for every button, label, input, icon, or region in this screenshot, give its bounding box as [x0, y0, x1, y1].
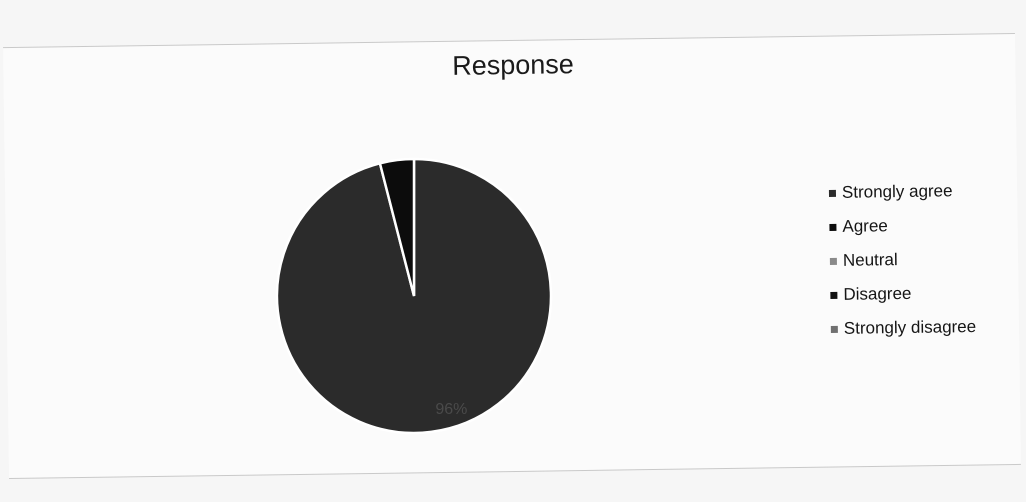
legend-swatch-disagree — [830, 291, 838, 299]
legend-item-strongly-disagree: Strongly disagree — [830, 316, 977, 339]
legend-item-neutral: Neutral — [829, 249, 976, 271]
legend-swatch-strongly-disagree — [830, 325, 838, 333]
legend-item-disagree: Disagree — [830, 283, 976, 305]
legend-swatch-neutral — [829, 257, 837, 265]
legend-label-strongly-agree: Strongly agree — [841, 181, 953, 202]
legend-label-neutral: Neutral — [842, 250, 898, 270]
legend-swatch-strongly-agree — [828, 189, 837, 197]
legend-item-agree: Agree — [829, 215, 975, 237]
legend-item-strongly-agree: Strongly agree — [828, 181, 975, 203]
pie-data-label-strongly-agree: 96% — [435, 401, 467, 418]
chart-legend: Strongly agree Agree Neutral Disagree Strong… — [828, 181, 977, 353]
legend-label-agree: Agree — [842, 216, 888, 236]
legend-label-strongly-disagree: Strongly disagree — [843, 316, 977, 338]
pie-slice-agree — [378, 157, 416, 297]
legend-swatch-agree — [829, 223, 837, 231]
legend-label-disagree: Disagree — [843, 283, 912, 304]
